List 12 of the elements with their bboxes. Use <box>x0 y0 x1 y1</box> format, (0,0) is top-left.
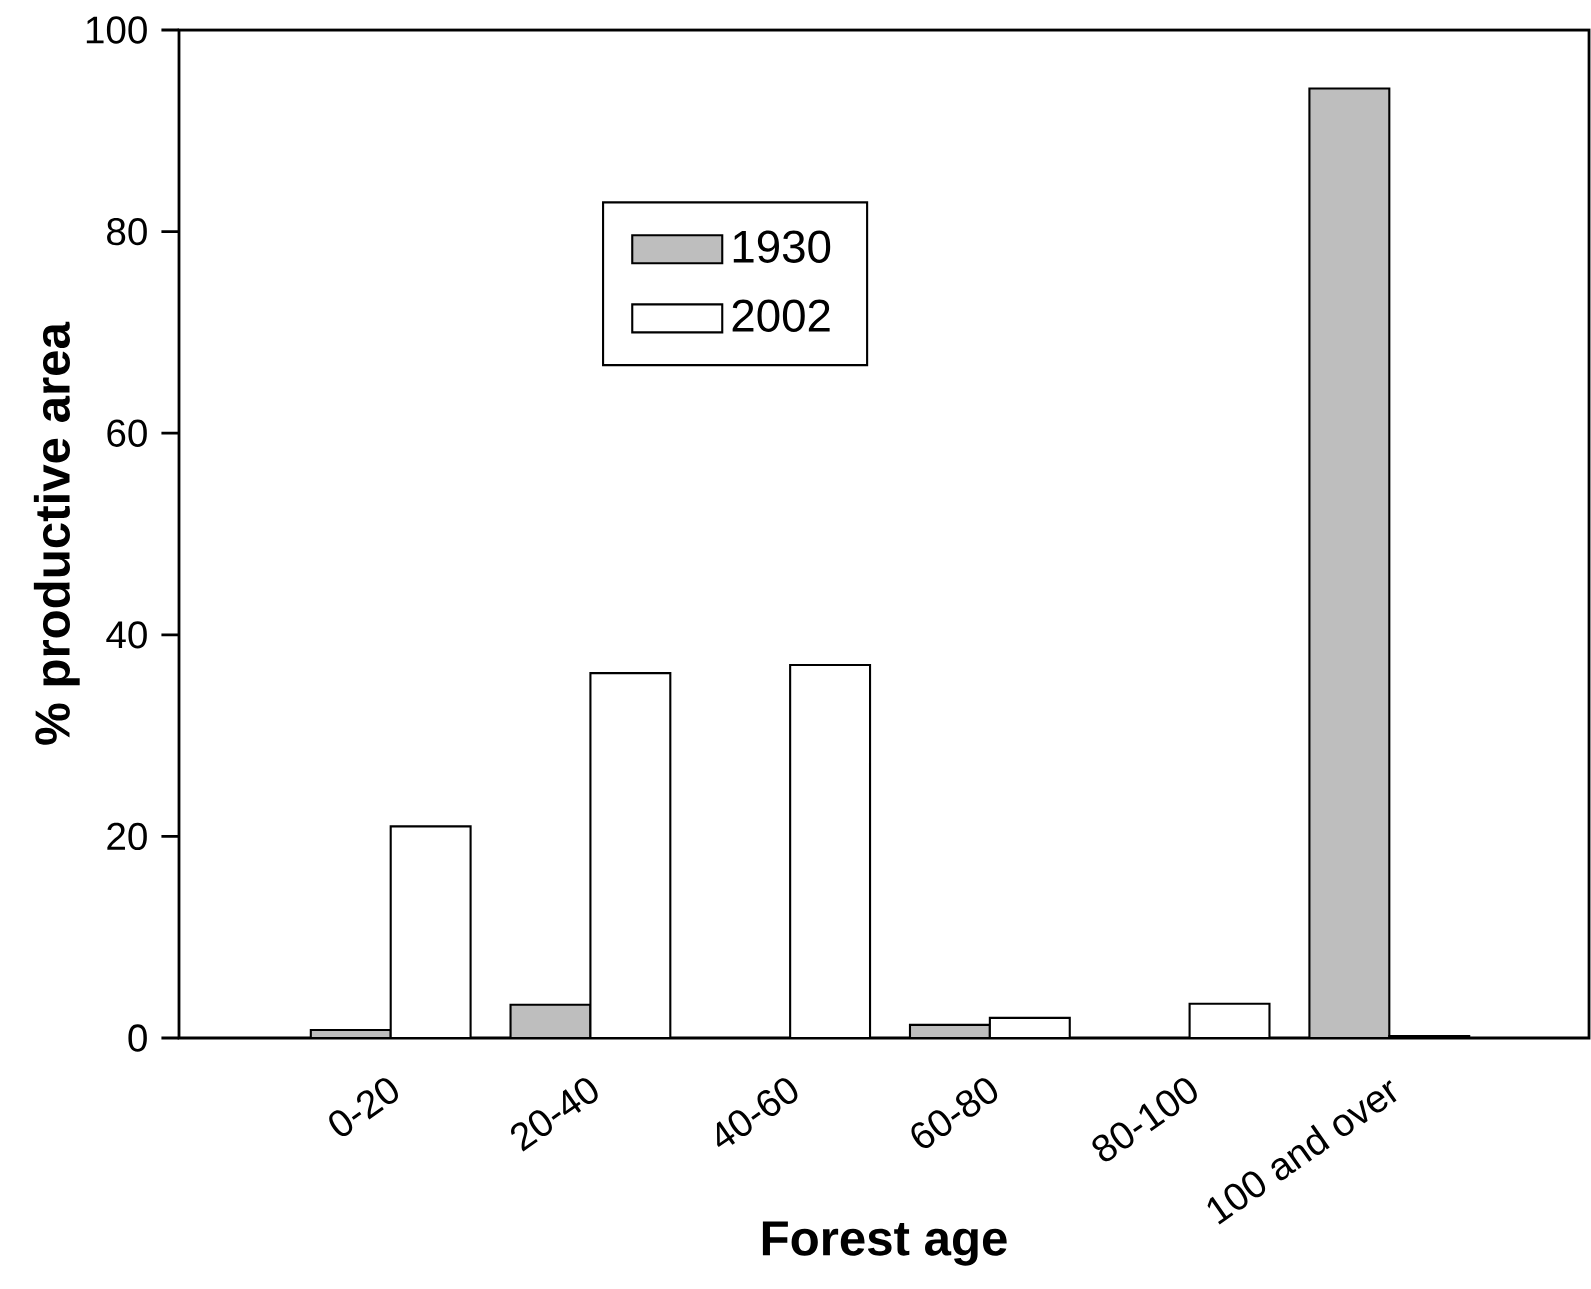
y-tick-label: 80 <box>107 217 147 246</box>
y-tick-label: 40 <box>106 621 147 649</box>
y-tick-label: 60 <box>107 419 147 447</box>
x-axis-title: Forest age <box>762 1221 1007 1266</box>
y-tick-label: 20 <box>107 822 147 851</box>
legend-label: 1930 <box>733 230 831 263</box>
y-tick-label: 0 <box>128 1024 147 1052</box>
y-tick-label: 100 <box>86 16 147 44</box>
x-tick-label: 0-20 <box>329 1078 398 1137</box>
y-axis-title: % productive area <box>33 321 80 745</box>
x-tick-label: 100 and over <box>1207 1080 1397 1225</box>
legend-label: 2002 <box>732 299 830 332</box>
